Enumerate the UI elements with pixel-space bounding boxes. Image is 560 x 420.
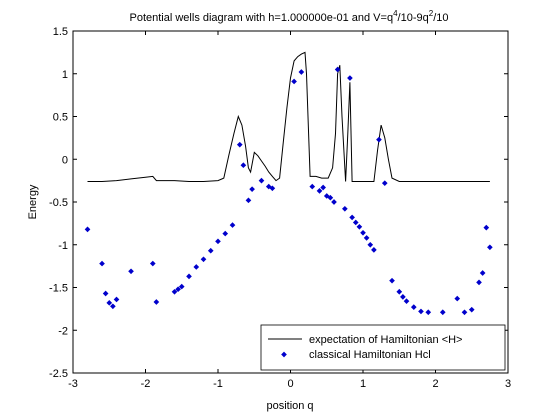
plot-area: [72, 30, 509, 374]
y-tick-label: 0.5: [53, 112, 68, 124]
data-point-classical: [400, 294, 406, 300]
data-point-classical: [320, 184, 326, 191]
x-tick-label: 1: [360, 378, 366, 390]
x-tick-label: 0: [287, 378, 293, 390]
data-point-classical: [99, 260, 105, 267]
y-tick-label: -2: [58, 325, 68, 337]
y-tick-label: -1: [58, 240, 68, 252]
legend: expectation of Hamiltonian <H> classical…: [260, 324, 506, 371]
y-tick-label: -0.5: [49, 197, 68, 209]
x-axis-label: position q: [266, 400, 313, 412]
x-tick-label: 3: [505, 378, 511, 390]
data-point-classical: [376, 136, 382, 143]
x-tick-label: 2: [432, 378, 438, 390]
x-tick-label: -2: [141, 378, 151, 390]
data-point-classical: [171, 288, 178, 295]
x-tick-label: -3: [68, 378, 78, 390]
y-tick-label: 1: [62, 69, 68, 81]
data-point-classical: [468, 306, 475, 313]
data-point-classical: [207, 247, 214, 254]
data-point-classical: [200, 256, 207, 263]
data-point-classical: [186, 273, 192, 280]
data-point-classical: [153, 299, 160, 305]
data-point-classical: [113, 296, 120, 303]
data-point-classical: [106, 300, 113, 306]
data-point-classical: [476, 279, 482, 286]
data-point-classical: [360, 229, 366, 236]
y-axis-label: Energy: [27, 184, 39, 219]
data-point-classical: [175, 286, 181, 293]
data-point-classical: [479, 270, 486, 276]
data-point-classical: [222, 230, 229, 237]
data-point-classical: [178, 283, 185, 290]
data-point-classical: [403, 298, 410, 305]
data-point-classical: [258, 177, 265, 184]
data-point-classical: [128, 268, 134, 275]
data-point-classical: [316, 188, 323, 194]
legend-marker-sample: [281, 351, 287, 358]
data-point-classical: [418, 308, 424, 315]
data-point-classical: [454, 295, 461, 302]
data-point-classical: [240, 162, 247, 169]
data-point-classical: [461, 309, 468, 316]
data-point-classical: [249, 186, 255, 192]
data-point-classical: [381, 180, 388, 186]
x-tick-label: -1: [213, 378, 223, 390]
data-point-classical: [84, 226, 91, 233]
legend-entry-classical: classical Hamiltonian Hcl: [309, 349, 431, 361]
series-layer: [84, 51, 493, 316]
legend-entry-expectation: expectation of Hamiltonian <H>: [309, 334, 462, 346]
data-point-classical: [236, 141, 243, 148]
data-point-classical: [425, 309, 432, 316]
data-point-classical: [342, 205, 348, 212]
data-point-classical: [396, 288, 403, 295]
y-tick-label: 0: [62, 154, 68, 166]
data-point-classical: [389, 277, 395, 284]
data-point-classical: [245, 197, 252, 204]
y-tick-label: -2.5: [49, 368, 68, 380]
data-point-classical: [298, 69, 305, 75]
data-point-classical: [371, 247, 377, 253]
data-point-classical: [215, 238, 221, 245]
series-line-expectation: [87, 51, 490, 182]
data-point-classical: [410, 304, 417, 310]
data-point-classical: [483, 224, 490, 231]
data-point-classical: [352, 219, 359, 226]
y-tick-label: 1.5: [53, 26, 68, 38]
chart-title: Potential wells diagram with h=1.000000e…: [130, 9, 449, 24]
data-point-classical: [331, 199, 337, 205]
data-point-classical: [363, 235, 370, 241]
data-point-classical: [356, 223, 363, 230]
data-point-classical: [229, 222, 236, 228]
y-tick-label: -1.5: [49, 283, 68, 295]
legend-box: [260, 324, 506, 371]
data-point-classical: [291, 78, 297, 85]
data-point-classical: [439, 309, 446, 316]
